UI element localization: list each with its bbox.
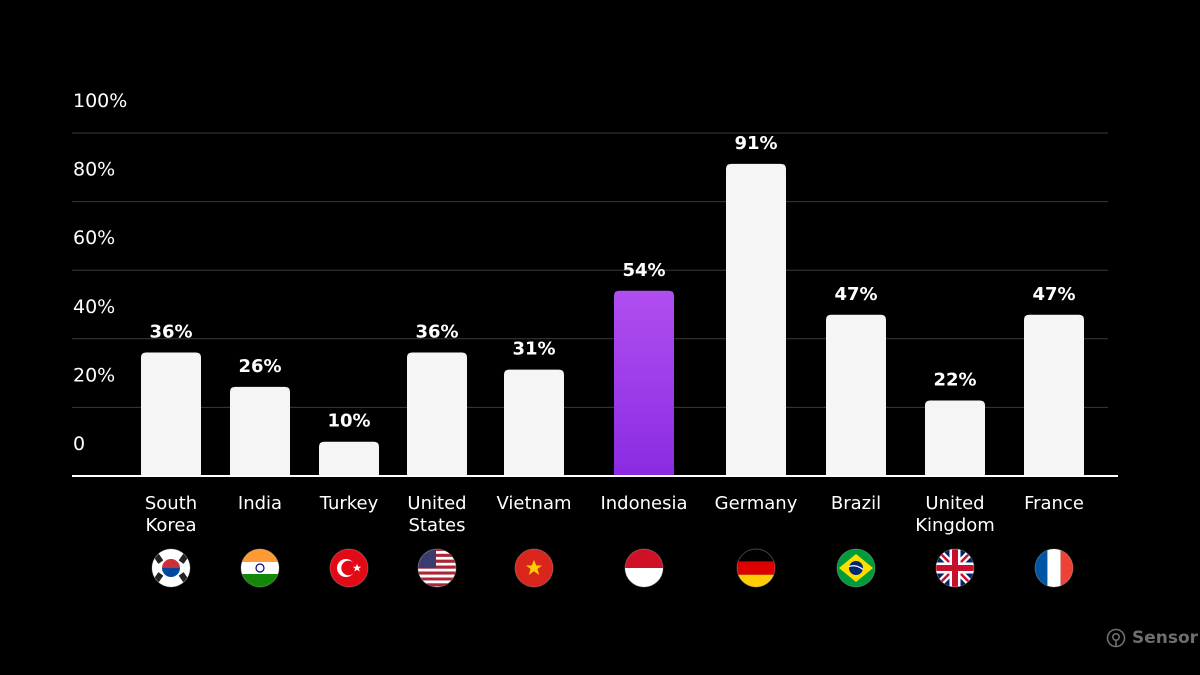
germany-flag-icon bbox=[736, 548, 776, 588]
data-label: 10% bbox=[327, 411, 370, 432]
bar-france bbox=[1024, 314, 1084, 476]
category-label: Brazil bbox=[831, 493, 881, 514]
y-axis-tick-labels: 0 20% 40% 60% 80% 100% bbox=[73, 90, 127, 455]
category-label: South Korea bbox=[145, 493, 197, 536]
y-tick-label: 80% bbox=[73, 159, 115, 181]
sensor-tower-watermark: Sensor Tower bbox=[1106, 626, 1200, 650]
bar-united-states bbox=[407, 352, 467, 476]
data-label: 22% bbox=[933, 370, 976, 391]
data-label: 47% bbox=[834, 284, 877, 305]
bar-germany bbox=[726, 163, 786, 476]
y-tick-label: 40% bbox=[73, 296, 115, 318]
y-tick-label: 20% bbox=[73, 364, 115, 386]
category-label: India bbox=[238, 493, 282, 514]
category-label: United States bbox=[407, 493, 466, 536]
sensor-tower-logo-icon bbox=[1106, 628, 1126, 648]
united-states-flag-icon bbox=[417, 548, 457, 588]
bars bbox=[141, 163, 1084, 476]
gridlines bbox=[72, 132, 1108, 408]
indonesia-flag-icon bbox=[624, 548, 664, 588]
india-flag-icon bbox=[240, 548, 280, 588]
turkey-flag-icon bbox=[329, 548, 369, 588]
country-flags bbox=[151, 548, 1074, 588]
bar-india bbox=[230, 386, 290, 476]
y-tick-label: 0 bbox=[73, 433, 85, 455]
category-label: Germany bbox=[715, 493, 798, 514]
data-label: 36% bbox=[149, 322, 192, 343]
bar-united-kingdom bbox=[925, 400, 985, 476]
data-label: 91% bbox=[734, 133, 777, 154]
south-korea-flag-icon bbox=[151, 548, 191, 588]
france-flag-icon bbox=[1034, 548, 1074, 588]
brazil-flag-icon bbox=[836, 548, 876, 588]
category-label: Indonesia bbox=[600, 493, 687, 514]
bar-turkey bbox=[319, 441, 379, 476]
category-labels: South Korea India Turkey United States Vietnam… bbox=[145, 493, 1084, 536]
data-label: 26% bbox=[238, 356, 281, 377]
y-tick-label: 60% bbox=[73, 227, 115, 249]
bar-vietnam bbox=[504, 369, 564, 476]
data-label: 31% bbox=[512, 339, 555, 360]
data-labels: 36% 26% 10% 36% 31% 54% 91% 47% 22% 47% bbox=[149, 133, 1075, 432]
watermark-text: Sensor Tower bbox=[1132, 628, 1200, 648]
category-label: United Kingdom bbox=[915, 493, 995, 536]
category-label: Vietnam bbox=[496, 493, 571, 514]
bar-indonesia bbox=[614, 290, 674, 476]
category-label: France bbox=[1024, 493, 1084, 514]
data-label: 47% bbox=[1032, 284, 1075, 305]
united-kingdom-flag-icon bbox=[935, 548, 975, 588]
data-label: 36% bbox=[415, 322, 458, 343]
category-label: Turkey bbox=[319, 493, 379, 514]
vietnam-flag-icon bbox=[514, 548, 554, 588]
bar-south-korea bbox=[141, 352, 201, 476]
y-tick-label: 100% bbox=[73, 90, 127, 112]
bar-brazil bbox=[826, 314, 886, 476]
data-label: 54% bbox=[622, 260, 665, 281]
